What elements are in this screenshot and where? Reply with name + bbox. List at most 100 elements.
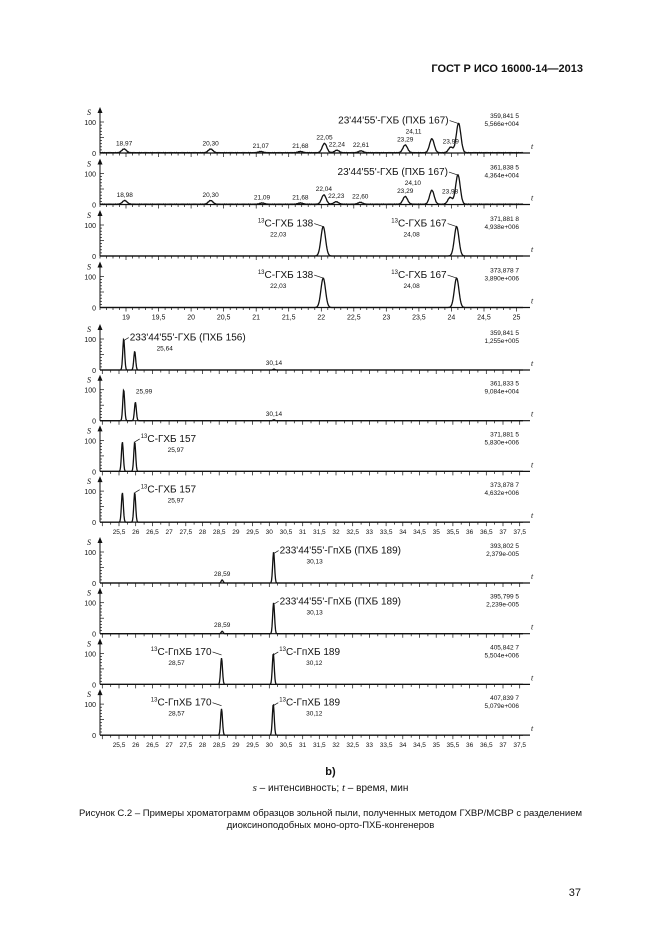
x-tick-label: 20 [187,315,195,322]
leader-line [314,223,324,227]
x-tick-label: 28 [199,742,207,749]
compound-label: 233'44'55'-ГпХБ (ПХБ 189) [280,596,401,607]
chromatogram-trace [100,492,523,523]
compound-label: 13С-ГХБ 167 [391,270,447,281]
compound-label: 13С-ГХБ 157 [141,485,197,496]
x-ticks [99,307,517,312]
x-tick-label: 35,5 [447,529,460,536]
chromatogram-panel: S 100 0 t 28,59 233'44'55'-ГпХБ (ПХБ 189) 30,1… [84,537,534,588]
chromatogram-trace [100,602,523,635]
chromatogram-panel: S 100 0 t 25,99 30,14 361,833 59,084e+004 [84,374,534,426]
x-tick-label: 30,5 [280,742,293,749]
x-tick-label: 36,5 [480,529,493,536]
x-tick-label: 25 [513,315,521,322]
y-tick-label: 0 [92,151,96,158]
y-axis-arrow [97,638,103,645]
compound-label: 13С-ГХБ 138 [258,270,314,281]
compound-label: 13С-ГХБ 157 [141,434,197,445]
y-axis-arrow [97,324,103,330]
compound-name: С-ГХБ 157 [147,485,196,496]
mass-label: 393,802 5 [490,543,519,550]
y-tick-label: 0 [92,306,96,313]
y-axis-label: S [87,426,91,435]
retention-time-label: 30,14 [266,411,283,418]
chromatogram-trace [100,225,523,257]
chromatogram-group: S 100 0 t 30,14 233'44'55'-ГХБ (ПХБ 156) 25,64… [84,324,534,536]
y-axis-label: S [87,263,91,272]
x-tick-label: 24,5 [477,315,491,322]
x-ticks [101,735,521,740]
figure-legend: s – интенсивность; t – время, мин [0,782,661,794]
x-tick-label: 22 [317,315,325,322]
x-ticks [101,471,521,476]
compound-label: 13С-ГХБ 167 [391,219,447,230]
intensity-label: 5,079e+006 [484,703,519,710]
y-axis-arrow [97,587,103,594]
x-tick-label: 36 [466,742,474,749]
compound-name: С-ГпХБ 189 [286,698,341,709]
x-tick-label: 28,5 [213,742,226,749]
mass-label: 373,878 7 [490,482,519,489]
retention-time-label: 18,97 [116,140,133,147]
leader-line [134,489,140,493]
x-tick-label: 34 [399,529,407,536]
compound-name: С-ГХБ 138 [265,219,314,230]
x-ticks [101,583,521,587]
x-axis-label: t [531,572,534,581]
isotope-superscript: 13 [151,647,158,653]
isotope-superscript: 13 [141,434,148,440]
chromatogram-panel: S 100 0 t 28,59 233'44'55'-ГпХБ (ПХБ 189) 30,1… [84,587,534,639]
x-tick-label: 30,5 [280,529,293,536]
x-tick-label: 31 [299,742,307,749]
x-tick-label: 27,5 [179,742,192,749]
x-axis-label: t [531,245,534,254]
chromatogram-panel: S 100 0 t 13С-ГХБ 157 25,97 373,878 74,632e+00… [84,476,534,536]
leader-line [273,600,279,605]
mass-label: 359,841 5 [490,330,519,337]
retention-time-label: 23,99 [443,138,460,145]
x-tick-label: 26,5 [146,529,159,536]
compound-name: С-ГХБ 167 [398,219,447,230]
x-ticks [101,420,521,425]
y-tick-label: 100 [84,275,96,282]
x-axis-label: t [531,623,534,632]
leader-line [447,223,457,227]
x-tick-label: 23,5 [412,315,426,322]
y-axis-label: S [87,477,91,486]
retention-time-label: 20,30 [202,140,219,147]
mass-label: 373,878 7 [490,268,519,275]
compound-label: 23'44'55'-ГХБ (ПХБ 167) [338,167,448,178]
retention-time-label: 28,59 [214,622,231,629]
x-tick-label: 32,5 [346,529,359,536]
compound-retention-time: 24,10 [405,180,422,187]
chromatogram-trace [100,441,523,473]
retention-time-label: 23,98 [442,189,459,196]
x-tick-label: 22,5 [347,315,361,322]
intensity-label: 4,938e+006 [484,224,519,231]
retention-time-label: 21,07 [253,143,270,150]
y-tick-label: 0 [92,203,96,210]
x-axis-label: t [531,410,534,419]
x-tick-label: 27 [165,742,173,749]
compound-retention-time: 25,97 [168,447,185,454]
chromatogram-trace [99,122,524,154]
x-tick-label: 30 [266,529,274,536]
compound-retention-time: 30,12 [306,711,323,718]
y-axis-arrow [97,261,103,268]
x-tick-label: 34,5 [413,742,426,749]
y-tick-label: 0 [92,419,96,426]
figure-sublabel: b) [325,766,336,778]
y-tick-label: 100 [84,337,96,344]
x-ticks [101,684,521,689]
leader-line [273,550,279,554]
intensity-label: 9,084e+004 [484,389,519,396]
retention-time-label: 22,23 [328,193,345,200]
retention-time-label: 23,29 [397,136,414,143]
y-tick-label: 0 [92,368,96,375]
chromatogram-trace [100,277,523,309]
y-tick-label: 0 [92,469,96,476]
x-tick-label: 36 [466,529,474,536]
intensity-label: 2,379e-005 [486,551,519,558]
